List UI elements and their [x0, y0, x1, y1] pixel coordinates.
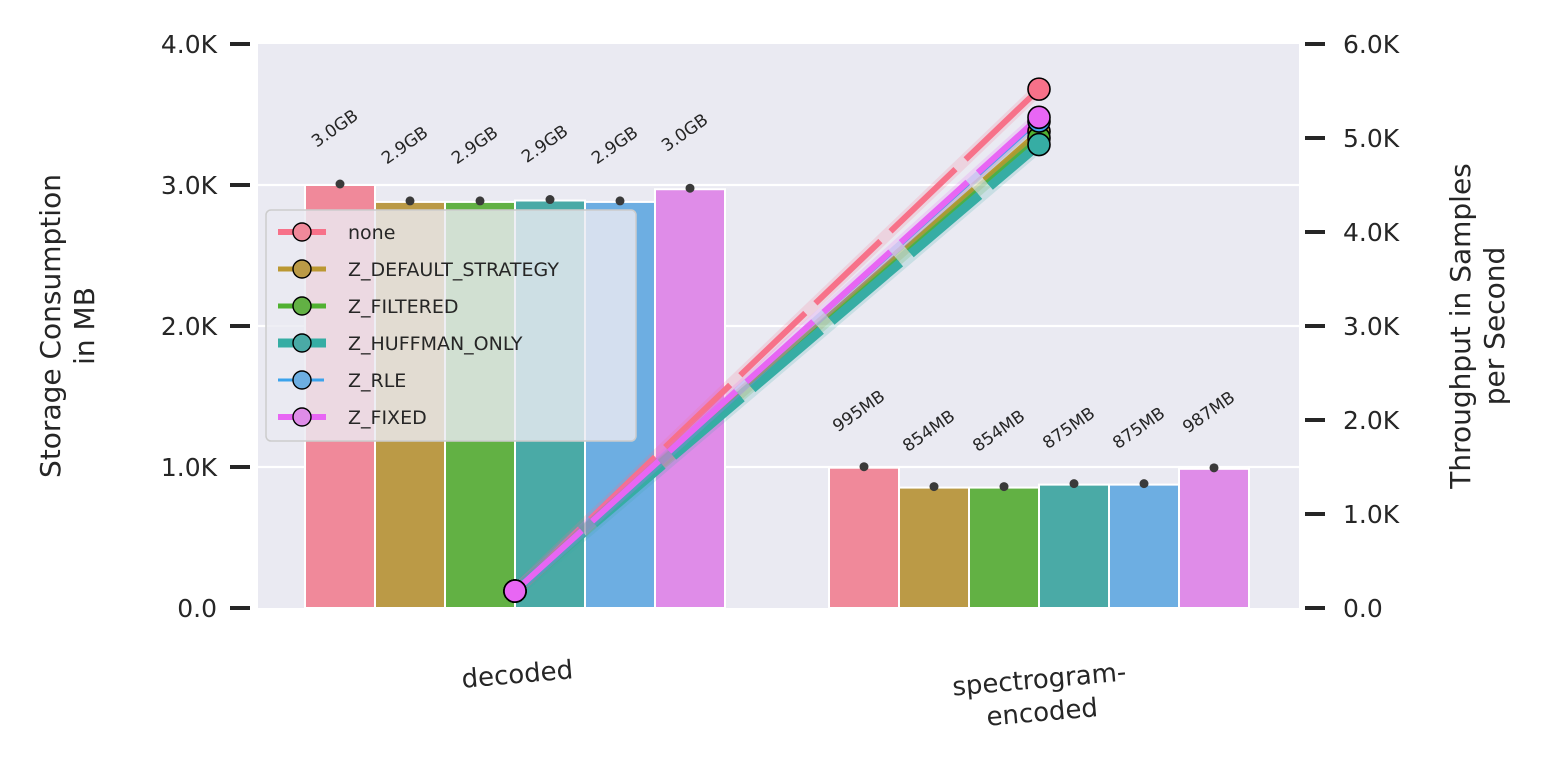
category-label: spectrogram-encoded [951, 657, 1130, 735]
series-point [1027, 132, 1051, 157]
error-dot [475, 196, 485, 206]
bar [1108, 483, 1180, 609]
legend-box [265, 209, 637, 442]
legend-marker [292, 370, 312, 390]
legend-label: none [348, 222, 395, 244]
category-label-line: encoded [985, 693, 1099, 733]
left-tick-label: 2.0K [161, 312, 218, 341]
right-tick-label: 0.0 [1343, 594, 1383, 623]
bar [1178, 467, 1250, 610]
legend-marker [292, 222, 312, 242]
category-label: decoded [460, 655, 574, 695]
legend: none Z_DEFAULT_STRATEGY Z_FILTERED Z_HUFFMA… [265, 209, 637, 442]
error-dot [545, 195, 555, 205]
bar [828, 466, 900, 609]
error-dot [405, 196, 415, 206]
legend-marker [292, 296, 312, 316]
left-axis-label-line: Storage Consumption [34, 174, 67, 478]
error-dot [1139, 479, 1149, 489]
legend-label: Z_FIXED [348, 407, 427, 429]
right-axis-label-line: Throughput in Samples [1444, 163, 1477, 490]
series-line [512, 141, 1042, 595]
right-tick-label: 6.0K [1343, 30, 1400, 59]
left-tick-label: 4.0K [161, 30, 218, 59]
right-axis-label: Throughput in Samplesper Second [1444, 163, 1511, 490]
legend-marker [292, 333, 312, 353]
error-dot [999, 482, 1009, 492]
legend-label: Z_FILTERED [348, 296, 458, 318]
right-tick-label: 5.0K [1343, 124, 1400, 153]
error-dot [685, 183, 695, 193]
legend-marker [292, 407, 312, 427]
error-dot [335, 179, 345, 189]
bar [968, 486, 1040, 609]
bar [1038, 483, 1110, 609]
series-line [512, 115, 1042, 594]
legend-label: Z_HUFFMAN_ONLY [348, 333, 523, 355]
throughput-lines [503, 77, 1051, 603]
axes: 0.0 1.0K 2.0K 3.0K 4.0K 0.0 1.0K 2.0K 3.0K 4.0K 5.… [34, 30, 1511, 735]
right-tick-label: 1.0K [1343, 500, 1400, 529]
left-tick-label: 3.0K [161, 171, 218, 200]
category-label-line: decoded [460, 655, 574, 695]
error-dot [859, 462, 869, 472]
error-dot [1069, 479, 1079, 489]
right-tick-label: 4.0K [1343, 218, 1400, 247]
right-tick-label: 2.0K [1343, 406, 1400, 435]
left-axis-label-line: in MB [68, 287, 101, 365]
series-point [503, 579, 527, 603]
series-line [512, 86, 1042, 594]
error-dot [929, 482, 939, 492]
series-point [1027, 105, 1051, 130]
series-point [1027, 77, 1051, 101]
category-label-line: spectrogram- [951, 657, 1127, 702]
error-markers [335, 179, 1219, 492]
left-axis-label: Storage Consumptionin MB [34, 174, 101, 478]
right-axis-label-line: per Second [1478, 247, 1511, 405]
right-tick-label: 3.0K [1343, 312, 1400, 341]
left-tick-label: 0.0 [177, 594, 217, 623]
legend-label: Z_DEFAULT_STRATEGY [348, 259, 559, 281]
error-dot [615, 196, 625, 206]
left-tick-label: 1.0K [161, 453, 218, 482]
error-dot [1209, 463, 1219, 473]
legend-marker [292, 259, 312, 279]
bar [898, 486, 970, 609]
legend-label: Z_RLE [348, 370, 406, 392]
